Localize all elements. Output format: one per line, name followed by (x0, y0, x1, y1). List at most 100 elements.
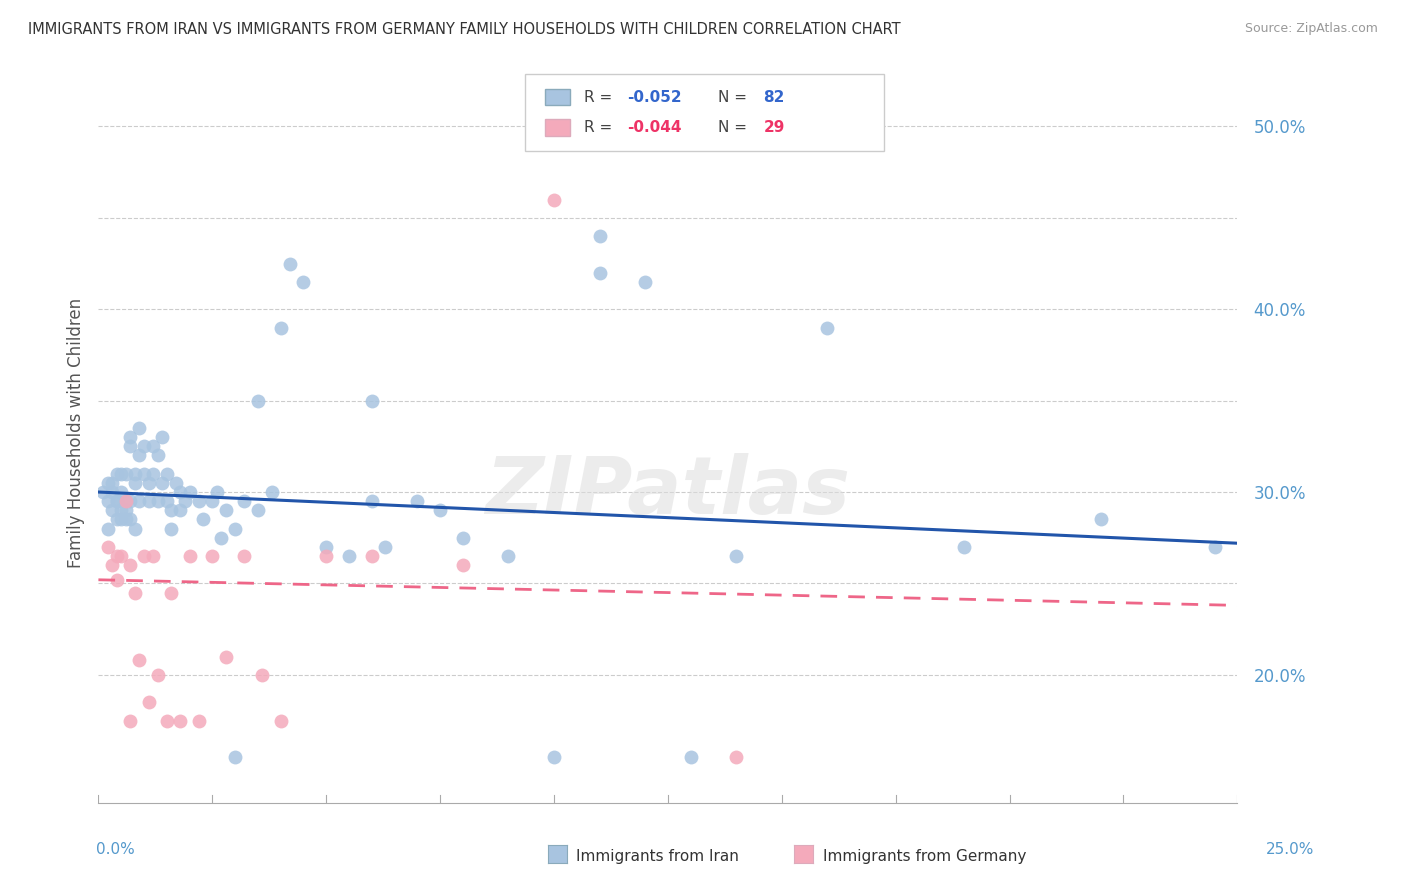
Point (105, 494, 128, 508)
Text: -0.052: -0.052 (627, 90, 682, 104)
Text: -0.044: -0.044 (627, 120, 682, 135)
Text: Source: ZipAtlas.com: Source: ZipAtlas.com (1244, 22, 1378, 36)
Point (252, 668, 274, 682)
Point (193, 512, 215, 526)
Point (246, 503, 269, 517)
Point (337, 549, 360, 563)
Point (292, 275, 315, 289)
Point (174, 494, 197, 508)
Point (270, 714, 292, 728)
Point (114, 512, 136, 526)
Point (165, 475, 187, 490)
Point (105, 549, 128, 563)
Point (160, 585, 183, 599)
Point (815, 320, 838, 334)
Y-axis label: Family Households with Children: Family Households with Children (66, 298, 84, 567)
Point (96, 522, 118, 536)
Point (110, 549, 132, 563)
Point (105, 467, 128, 481)
Point (406, 494, 429, 508)
Text: 25.0%: 25.0% (1267, 842, 1315, 856)
Point (224, 522, 246, 536)
Point (110, 467, 132, 481)
Point (543, 193, 565, 207)
Point (101, 558, 124, 573)
Point (246, 393, 269, 408)
Point (169, 485, 191, 500)
Text: ZIPatlas: ZIPatlas (485, 453, 851, 531)
Point (156, 714, 179, 728)
Point (215, 649, 238, 664)
Point (360, 494, 382, 508)
Point (120, 714, 142, 728)
Point (156, 467, 179, 481)
Point (1204, 540, 1226, 554)
Point (138, 475, 160, 490)
Point (360, 549, 382, 563)
Text: 29: 29 (763, 120, 785, 135)
Point (187, 714, 209, 728)
Point (209, 531, 232, 545)
Text: N =: N = (718, 90, 752, 104)
Point (224, 750, 246, 764)
Point (132, 467, 155, 481)
Point (270, 320, 292, 334)
Point (233, 549, 256, 563)
Point (201, 549, 224, 563)
Point (114, 494, 136, 508)
Point (543, 750, 565, 764)
Point (160, 522, 183, 536)
Point (110, 485, 132, 500)
Text: IMMIGRANTS FROM IRAN VS IMMIGRANTS FROM GERMANY FAMILY HOUSEHOLDS WITH CHILDREN : IMMIGRANTS FROM IRAN VS IMMIGRANTS FROM … (28, 22, 901, 37)
Point (124, 522, 146, 536)
Point (315, 549, 337, 563)
Point (124, 585, 146, 599)
Point (634, 275, 657, 289)
Point (451, 531, 474, 545)
Point (315, 540, 337, 554)
Point (138, 494, 160, 508)
Point (146, 494, 169, 508)
Point (953, 540, 976, 554)
Point (114, 503, 136, 517)
Point (105, 512, 128, 526)
Point (142, 439, 165, 453)
Point (142, 467, 165, 481)
Text: R =: R = (583, 90, 617, 104)
Point (278, 256, 301, 270)
Point (96, 540, 118, 554)
Point (150, 475, 173, 490)
Point (138, 695, 160, 709)
Point (120, 558, 142, 573)
Point (451, 558, 474, 573)
Point (179, 485, 201, 500)
Text: 0.0%: 0.0% (96, 842, 135, 856)
Point (110, 503, 132, 517)
Point (156, 494, 179, 508)
Point (120, 494, 142, 508)
Point (132, 549, 155, 563)
Point (101, 485, 124, 500)
Text: N =: N = (718, 120, 752, 135)
Point (124, 467, 146, 481)
Point (169, 714, 191, 728)
Point (169, 503, 191, 517)
Point (105, 494, 128, 508)
Point (114, 494, 136, 508)
Point (114, 467, 136, 481)
Point (215, 503, 238, 517)
Point (725, 750, 748, 764)
Point (146, 449, 169, 463)
Text: 82: 82 (763, 90, 785, 104)
Point (588, 266, 610, 280)
Point (101, 475, 124, 490)
Point (260, 485, 283, 500)
Point (128, 494, 150, 508)
FancyBboxPatch shape (546, 120, 569, 136)
Point (110, 512, 132, 526)
FancyBboxPatch shape (526, 73, 884, 152)
Point (142, 549, 165, 563)
Point (679, 750, 702, 764)
Point (120, 430, 142, 444)
Point (179, 549, 201, 563)
